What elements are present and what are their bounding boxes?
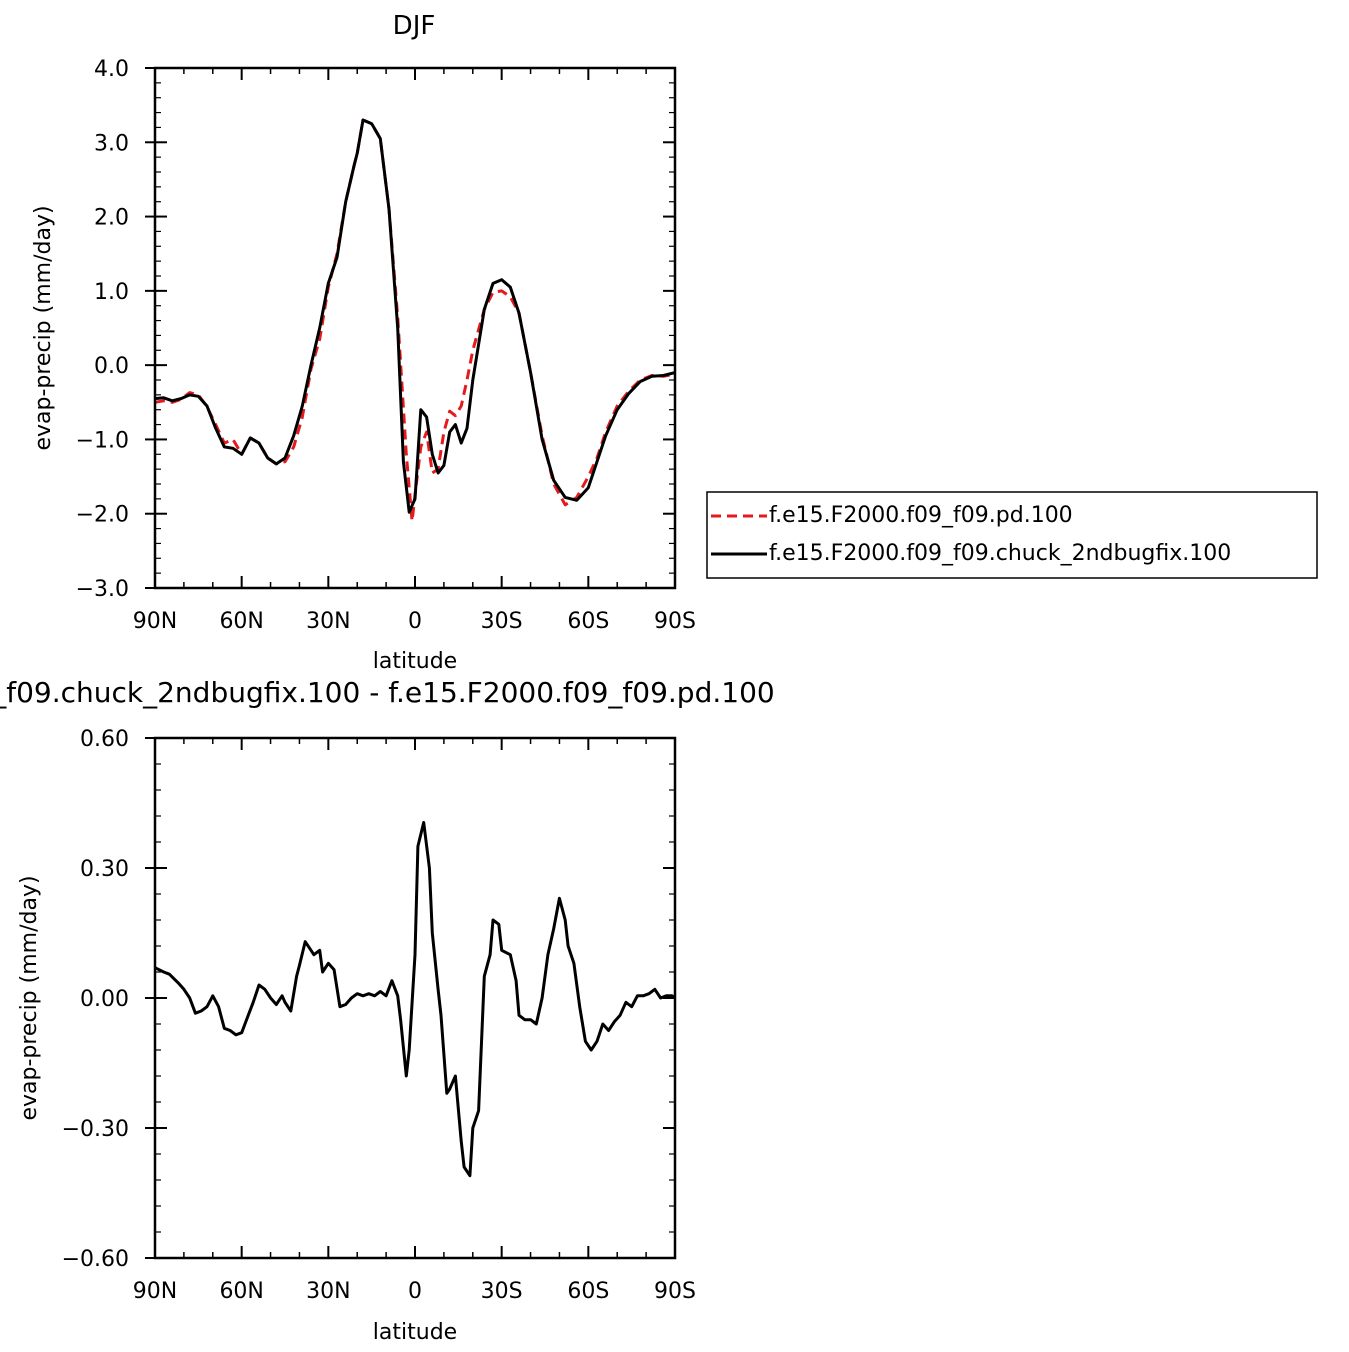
x-tick-label: 0 [408, 609, 422, 634]
bottom-chart-title: f.e15.F2000.f09_f09.chuck_2ndbugfix.100 … [0, 676, 775, 709]
x-tick-label: 30N [306, 1279, 350, 1304]
bottom-tick-marks [145, 737, 676, 1259]
y-tick-label: −3.0 [76, 577, 129, 602]
legend-box [706, 491, 1318, 579]
legend-label-pd: f.e15.F2000.f09_f09.pd.100 [769, 503, 1073, 528]
y-tick-label: 1.0 [94, 280, 129, 305]
top-plot-frame [153, 66, 677, 590]
top-chart: DJF −3.0 −2.0 −1.0 0.0 1.0 2.0 3.0 4.0 90N 60N 30… [31, 11, 696, 674]
y-tick-label: −0.30 [62, 1117, 129, 1142]
x-tick-label: 90S [654, 1279, 696, 1304]
x-tick-label: 60S [567, 609, 609, 634]
x-tick-label: 30S [481, 1279, 523, 1304]
y-tick-label: 2.0 [94, 206, 129, 231]
top-series-group [154, 118, 676, 523]
x-tick-label: 90S [654, 609, 696, 634]
series-line-0 [154, 821, 676, 1178]
x-tick-label: 60N [219, 609, 263, 634]
y-tick-label: 0.60 [80, 727, 129, 752]
bottom-y-axis-label: evap-precip (mm/day) [17, 875, 42, 1120]
y-tick-label: 0.00 [80, 987, 129, 1012]
bottom-series-group [154, 821, 676, 1178]
x-tick-label: 60S [567, 1279, 609, 1304]
top-y-tick-labels: −3.0 −2.0 −1.0 0.0 1.0 2.0 3.0 4.0 [76, 57, 129, 602]
series-line-1 [154, 118, 676, 514]
y-tick-label: −2.0 [76, 503, 129, 528]
top-x-axis-label: latitude [373, 649, 457, 674]
y-tick-label: 4.0 [94, 57, 129, 82]
x-tick-label: 0 [408, 1279, 422, 1304]
top-x-tick-labels: 90N 60N 30N 0 30S 60S 90S [133, 609, 696, 634]
top-y-axis-label: evap-precip (mm/day) [31, 205, 56, 450]
y-tick-label: −1.0 [76, 428, 129, 453]
bottom-y-tick-labels: −0.60 −0.30 0.00 0.30 0.60 [62, 727, 129, 1272]
x-tick-label: 30S [481, 609, 523, 634]
legend-label-chuck: f.e15.F2000.f09_f09.chuck_2ndbugfix.100 [769, 541, 1231, 566]
x-tick-label: 90N [133, 1279, 177, 1304]
x-tick-label: 60N [219, 1279, 263, 1304]
x-tick-label: 30N [306, 609, 350, 634]
top-chart-title: DJF [393, 11, 436, 41]
y-tick-label: 0.30 [80, 857, 129, 882]
y-tick-label: 3.0 [94, 131, 129, 156]
bottom-chart: f.e15.F2000.f09_f09.chuck_2ndbugfix.100 … [0, 676, 775, 1345]
y-tick-label: −0.60 [62, 1247, 129, 1272]
bottom-plot-frame [153, 736, 677, 1260]
bottom-x-tick-labels: 90N 60N 30N 0 30S 60S 90S [133, 1279, 696, 1304]
x-tick-label: 90N [133, 609, 177, 634]
legend: f.e15.F2000.f09_f09.pd.100 f.e15.F2000.f… [706, 491, 1318, 579]
y-tick-label: 0.0 [94, 354, 129, 379]
bottom-x-axis-label: latitude [373, 1320, 457, 1345]
